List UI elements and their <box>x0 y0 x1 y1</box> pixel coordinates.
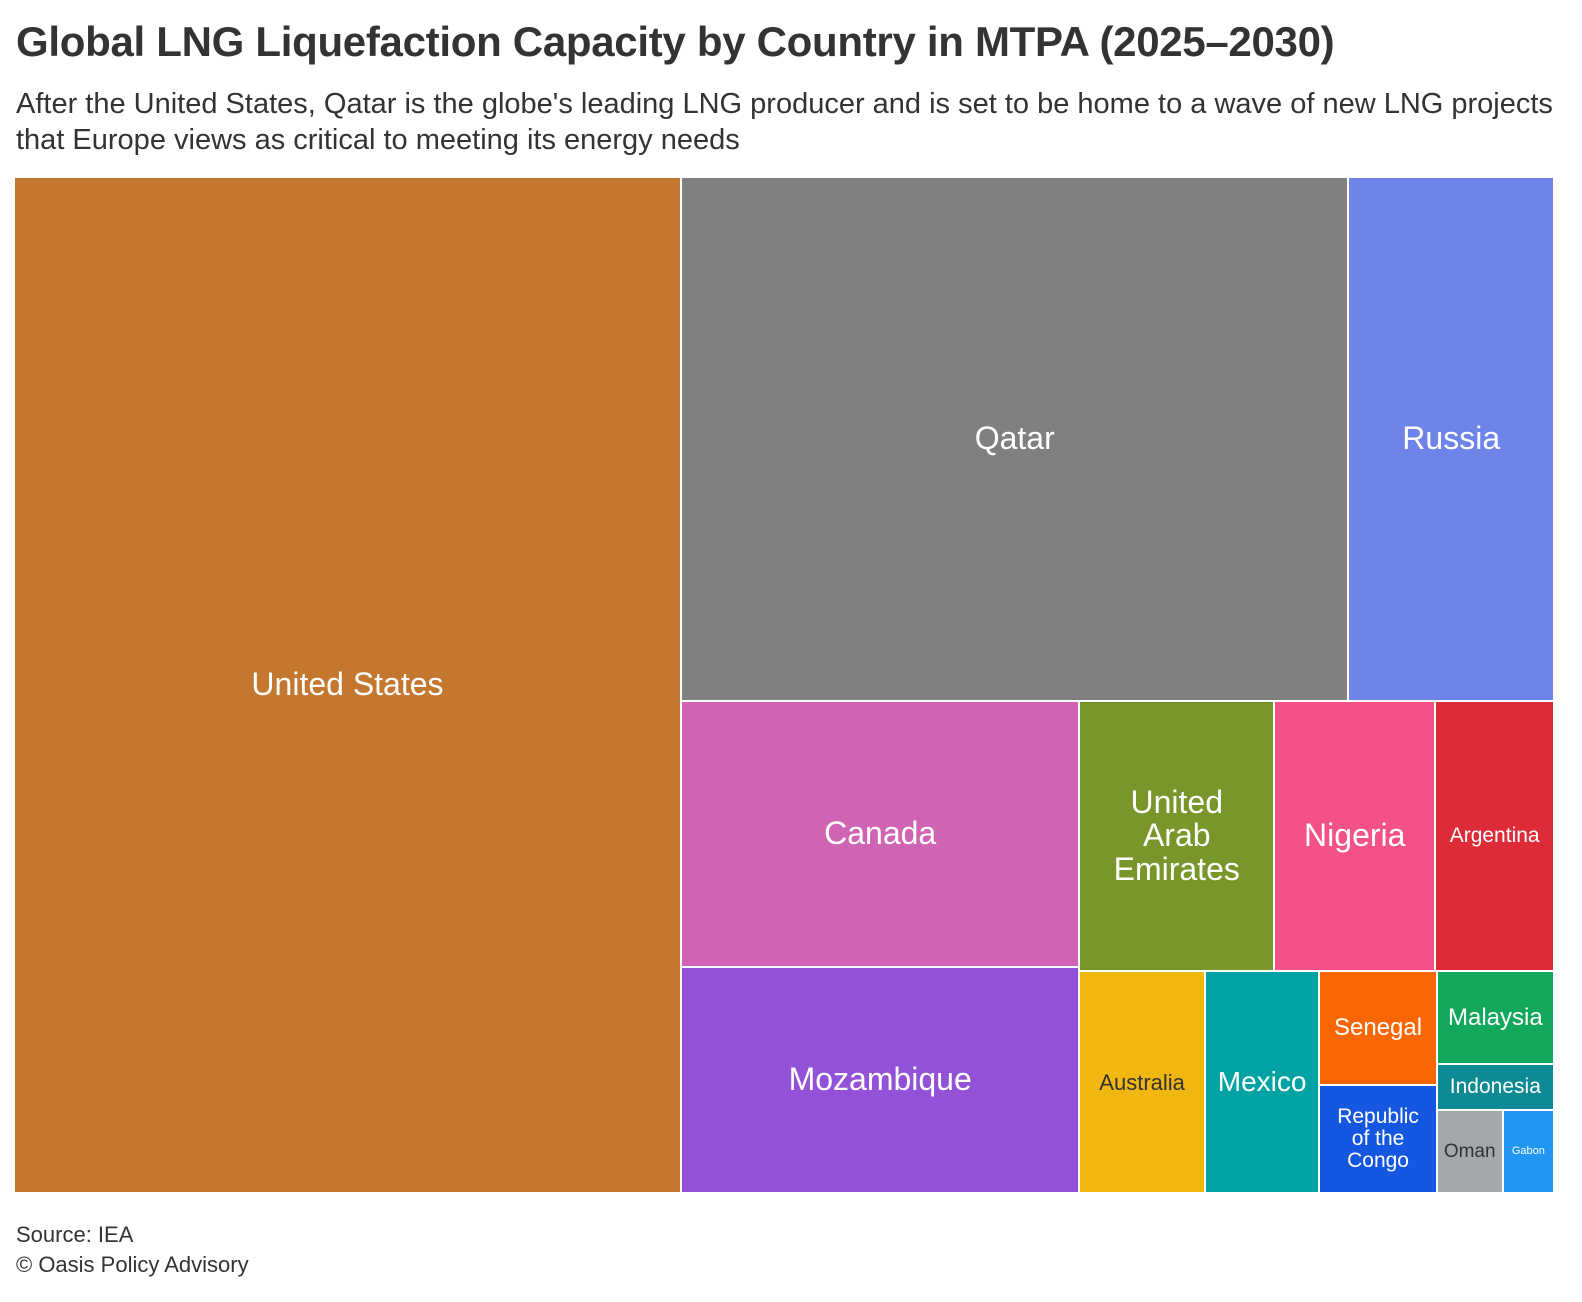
treemap-label-australia: Australia <box>1099 1069 1185 1095</box>
treemap-label-republic-of-the-congo: Republic of the Congo <box>1337 1104 1419 1172</box>
treemap-cell-argentina: Argentina <box>1435 700 1554 972</box>
treemap-cell-gabon: Gabon <box>1502 1110 1554 1193</box>
treemap-label-argentina: Argentina <box>1449 824 1540 848</box>
treemap-cell-malaysia: Malaysia <box>1436 971 1554 1065</box>
footer: Source: IEA © Oasis Policy Advisory <box>16 1220 249 1280</box>
treemap-label-oman: Oman <box>1443 1140 1496 1162</box>
treemap-cell-republic-of-the-congo: Republic of the Congo <box>1319 1084 1437 1193</box>
treemap-cell-mexico: Mexico <box>1204 971 1320 1193</box>
treemap-cell-united-arab-emirates: United Arab Emirates <box>1079 700 1275 972</box>
treemap-label-russia: Russia <box>1402 420 1501 457</box>
treemap-cell-nigeria: Nigeria <box>1274 700 1436 972</box>
treemap-label-mexico: Mexico <box>1217 1066 1307 1098</box>
treemap-label-senegal: Senegal <box>1334 1014 1423 1042</box>
treemap-cell-canada: Canada <box>680 700 1080 967</box>
treemap-chart: United States Qatar Russia Canada Mozambique… <box>14 177 1554 1193</box>
chart-subtitle: After the United States, Qatar is the gl… <box>16 88 1553 156</box>
copyright-note: © Oasis Policy Advisory <box>16 1252 249 1277</box>
treemap-cell-qatar: Qatar <box>680 177 1349 701</box>
treemap-label-gabon: Gabon <box>1511 1144 1545 1157</box>
treemap-label-indonesia: Indonesia <box>1449 1075 1541 1099</box>
treemap-cell-australia: Australia <box>1079 971 1205 1193</box>
treemap-label-nigeria: Nigeria <box>1304 817 1406 854</box>
treemap-label-canada: Canada <box>824 815 937 852</box>
treemap-label-qatar: Qatar <box>974 420 1055 457</box>
treemap-cell-senegal: Senegal <box>1319 971 1437 1085</box>
treemap-cell-russia: Russia <box>1348 177 1554 701</box>
source-note: Source: IEA <box>16 1222 134 1247</box>
treemap-label-united-states: United States <box>251 666 444 703</box>
treemap-cell-indonesia: Indonesia <box>1436 1064 1554 1111</box>
treemap-cell-oman: Oman <box>1436 1110 1503 1193</box>
treemap-label-mozambique: Mozambique <box>788 1061 972 1098</box>
treemap-label-united-arab-emirates: United Arab Emirates <box>1113 783 1240 887</box>
treemap-label-malaysia: Malaysia <box>1447 1004 1543 1032</box>
chart-title: Global LNG Liquefaction Capacity by Coun… <box>16 18 1335 65</box>
treemap-cell-united-states: United States <box>14 177 681 1193</box>
treemap-cell-mozambique: Mozambique <box>680 966 1080 1193</box>
